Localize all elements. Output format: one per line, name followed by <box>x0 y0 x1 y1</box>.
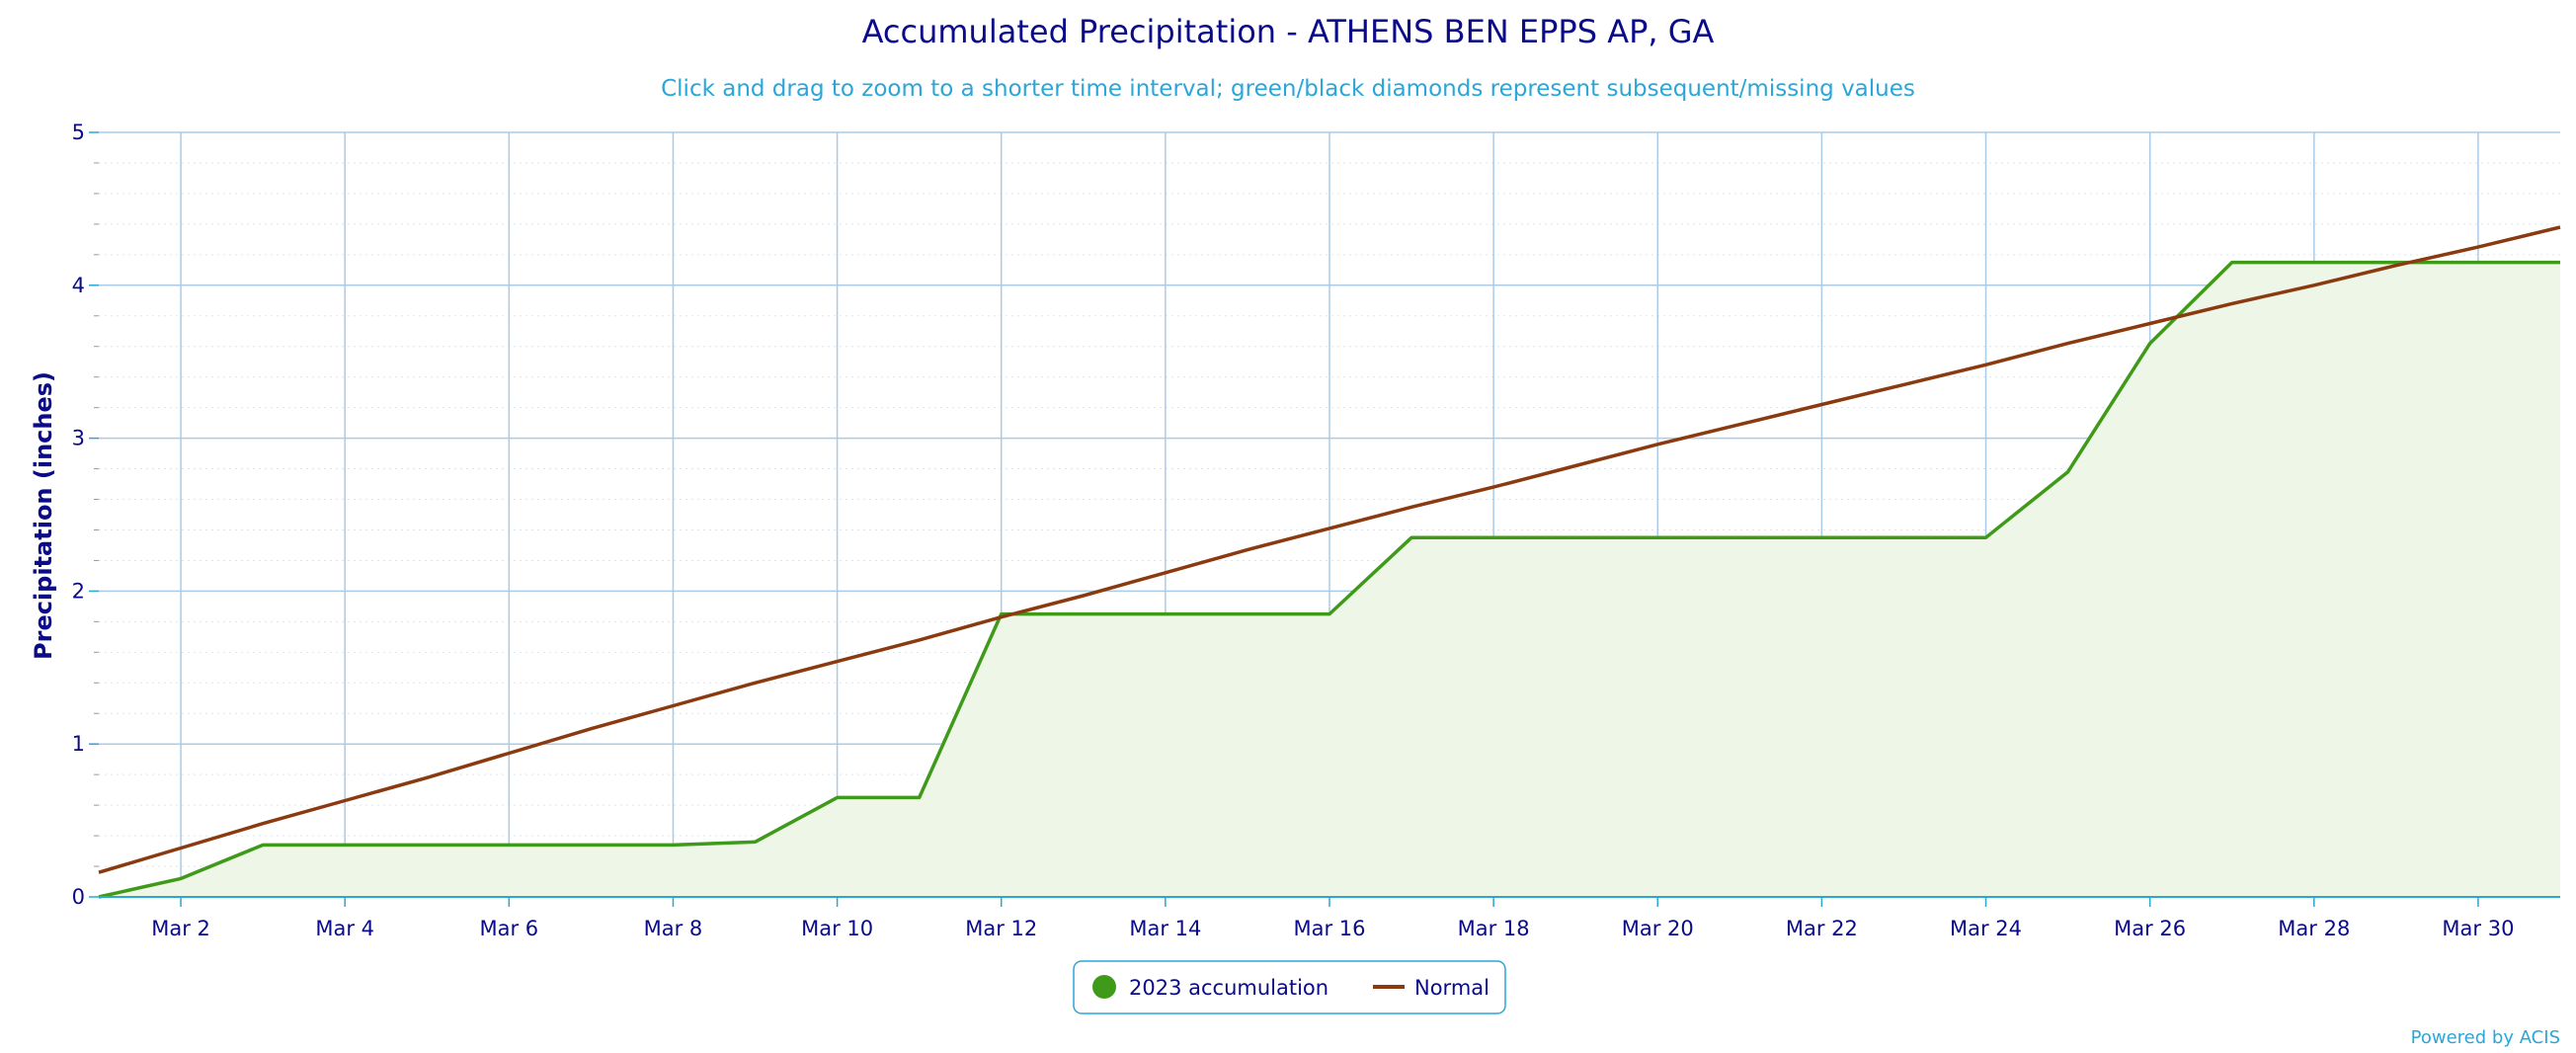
chart-subtitle: Click and drag to zoom to a shorter time… <box>661 76 1915 102</box>
legend[interactable]: 2023 accumulation Normal <box>1073 960 1506 1014</box>
y-tick-label: 4 <box>72 274 85 297</box>
y-tick-label: 0 <box>72 885 85 909</box>
y-tick-label: 1 <box>72 732 85 756</box>
axes: 0 1 2 3 4 5 Mar 2 Mar 4 Mar 6 Mar 8 Mar 10 Mar 12 Ma… <box>72 121 2560 940</box>
x-tick-label: Mar 20 <box>1622 917 1694 940</box>
y-axis-label: Precipitation (inches) <box>30 371 57 660</box>
y-tick-label: 2 <box>72 579 85 603</box>
y-tick-label: 5 <box>72 121 85 144</box>
legend-item-accumulation[interactable]: 2023 accumulation <box>1092 975 1328 1000</box>
x-tick-label: Mar 22 <box>1786 917 1858 940</box>
x-tick-label: Mar 2 <box>151 917 210 940</box>
accumulation-area <box>99 262 2560 898</box>
x-tick-label: Mar 16 <box>1293 917 1365 940</box>
x-tick-label: Mar 14 <box>1129 917 1201 940</box>
x-tick-label: Mar 30 <box>2442 917 2514 940</box>
powered-by-credit[interactable]: Powered by ACIS <box>2411 1027 2560 1048</box>
x-tick-label: Mar 6 <box>479 917 538 940</box>
x-tick-label: Mar 10 <box>801 917 873 940</box>
legend-box <box>1073 960 1506 1014</box>
chart-title: Accumulated Precipitation - ATHENS BEN E… <box>862 13 1715 50</box>
x-tick-label: Mar 28 <box>2278 917 2350 940</box>
normal-line[interactable] <box>98 225 2561 874</box>
x-tick-label: Mar 24 <box>1950 917 2022 940</box>
legend-accumulation-marker <box>1092 975 1116 999</box>
legend-item-normal[interactable]: Normal <box>1373 976 1489 1000</box>
x-tick-label: Mar 18 <box>1458 917 1530 940</box>
x-tick-label: Mar 4 <box>315 917 374 940</box>
accumulation-line[interactable] <box>98 260 2560 899</box>
x-tick-label: Mar 12 <box>965 917 1037 940</box>
y-tick-label: 3 <box>72 427 85 450</box>
x-tick-label: Mar 26 <box>2114 917 2186 940</box>
x-tick-label: Mar 8 <box>644 917 703 940</box>
series-layer <box>98 225 2561 899</box>
legend-normal-label: Normal <box>1414 976 1489 1000</box>
legend-accumulation-label: 2023 accumulation <box>1129 976 1328 1000</box>
